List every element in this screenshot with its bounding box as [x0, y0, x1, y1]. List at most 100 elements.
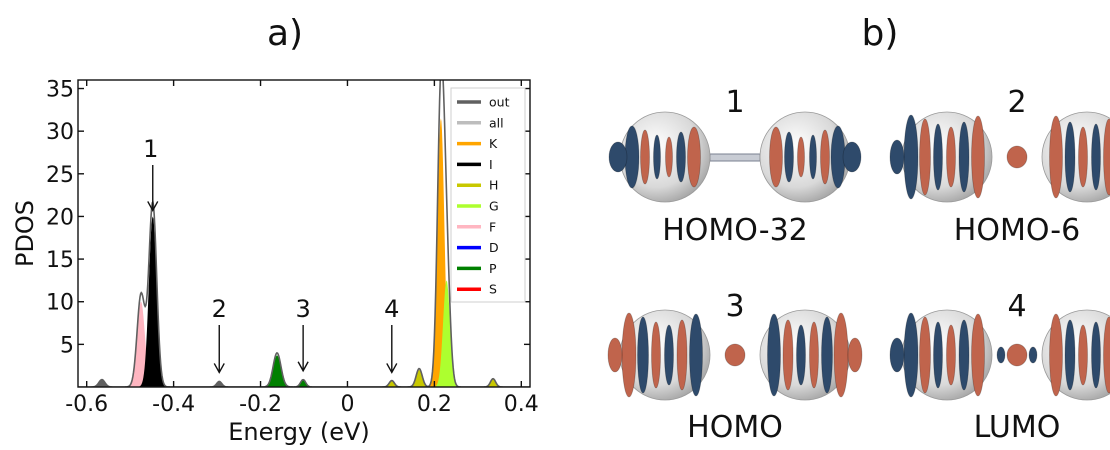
- y-tick-label: 35: [46, 78, 74, 103]
- orbital-lobe: [785, 132, 794, 182]
- orbital-lobe: [1029, 347, 1037, 363]
- legend-label: H: [489, 178, 498, 193]
- bond-rod: [710, 154, 760, 161]
- y-tick-label: 5: [60, 333, 74, 358]
- orbital-lobe: [959, 122, 969, 192]
- orbital-lobe: [934, 124, 943, 190]
- y-tick-label: 25: [46, 163, 74, 188]
- orbital-name: HOMO-32: [662, 213, 808, 248]
- orbital-image-4: [890, 310, 1110, 400]
- x-tick-label: 0.2: [417, 392, 452, 417]
- pdos-peak-H: [481, 379, 504, 387]
- orbital-number: 1: [725, 85, 744, 120]
- orbital-lobe: [1065, 320, 1075, 390]
- y-tick-label: 30: [46, 120, 74, 145]
- orbital-lobe: [725, 344, 745, 366]
- orbital-lobe: [652, 322, 661, 388]
- orbital-lobe: [1050, 116, 1063, 198]
- orbital-lobe: [665, 325, 674, 385]
- orbital-lobe: [1007, 344, 1027, 366]
- orbital-number: 4: [1007, 289, 1026, 324]
- orbital-lobe: [947, 325, 956, 385]
- orbital-lobe: [797, 325, 806, 385]
- panel-a-label: a): [267, 13, 303, 54]
- orbital-lobe: [934, 322, 943, 388]
- pdos-peak-H: [405, 370, 432, 387]
- pdos-peak-P: [291, 380, 314, 387]
- orbital-lobe: [947, 127, 956, 187]
- orbital-lobe: [972, 314, 985, 396]
- x-axis-label: Energy (eV): [228, 418, 370, 446]
- orbital-lobe: [822, 317, 833, 393]
- annotation-label: 1: [143, 135, 158, 163]
- x-tick-label: -0.4: [152, 392, 195, 417]
- orbital-lobe: [770, 127, 783, 187]
- orbital-number: 3: [725, 289, 744, 324]
- orbital-lobe: [798, 137, 805, 177]
- orbital-lobe: [768, 314, 781, 396]
- y-tick-label: 15: [46, 248, 74, 273]
- legend-label: S: [489, 282, 497, 297]
- orbital-lobe: [843, 142, 861, 172]
- orbital-number: 2: [1007, 85, 1026, 120]
- annotation-1: 1: [143, 135, 158, 210]
- legend-label: P: [489, 261, 497, 276]
- orbital-lobe: [688, 127, 701, 187]
- orbital-lobe: [1092, 124, 1101, 190]
- orbital-lobe: [821, 130, 830, 184]
- panel-b-label: b): [862, 13, 899, 54]
- annotation-label: 2: [212, 295, 227, 323]
- annotation-4: 4: [384, 295, 399, 372]
- orbital-name: HOMO-6: [954, 213, 1080, 248]
- pdos-peak-P: [259, 355, 294, 387]
- orbital-lobe: [890, 338, 904, 372]
- orbital-lobe: [920, 119, 931, 195]
- annotation-label: 4: [384, 295, 399, 323]
- orbital-lobe: [677, 320, 687, 390]
- x-tick-label: 0: [340, 392, 354, 417]
- orbital-lobe: [783, 320, 793, 390]
- orbital-lobe: [810, 135, 817, 179]
- orbital-lobe: [890, 140, 904, 174]
- legend-label: out: [489, 95, 510, 110]
- annotation-2: 2: [212, 295, 227, 372]
- orbital-lobe: [904, 115, 918, 199]
- orbital-lobe: [1065, 122, 1075, 192]
- orbital-lobe: [622, 313, 636, 397]
- legend-label: D: [489, 240, 499, 255]
- legend-label: G: [489, 199, 499, 214]
- pdos-peak-out: [88, 380, 115, 387]
- legend-label: K: [489, 136, 498, 151]
- pdos-peak-H: [380, 381, 403, 387]
- orbital-lobe: [1050, 314, 1063, 396]
- orbital-lobe: [810, 322, 819, 388]
- legend-label: all: [489, 115, 504, 130]
- orbital-lobe: [920, 317, 931, 393]
- orbital-lobe: [677, 132, 686, 182]
- annotation-label: 3: [295, 295, 310, 323]
- orbital-lobe: [654, 135, 661, 179]
- orbital-name: LUMO: [974, 410, 1061, 445]
- orbital-image-1: [609, 112, 861, 202]
- x-tick-label: 0.4: [504, 392, 539, 417]
- orbital-lobe: [997, 347, 1005, 363]
- y-tick-label: 10: [46, 291, 74, 316]
- annotation-3: 3: [295, 295, 310, 371]
- orbital-name: HOMO: [687, 410, 783, 445]
- orbital-lobe: [834, 313, 848, 397]
- orbital-lobe: [609, 142, 627, 172]
- orbital-lobe: [1092, 322, 1101, 388]
- orbital-image-2: [890, 112, 1110, 202]
- orbital-panel: 1 HOMO-32 2 HOMO-6 3 HOMO 4 LUMO: [608, 85, 1110, 445]
- orbital-lobe: [959, 320, 969, 390]
- x-tick-label: -0.2: [239, 392, 282, 417]
- orbital-lobe: [641, 130, 650, 184]
- orbital-lobe: [638, 317, 649, 393]
- orbital-lobe: [1007, 146, 1027, 168]
- legend-label: I: [489, 157, 493, 172]
- orbital-lobe: [848, 338, 862, 372]
- orbital-lobe: [972, 116, 985, 198]
- orbital-lobe: [1079, 325, 1088, 385]
